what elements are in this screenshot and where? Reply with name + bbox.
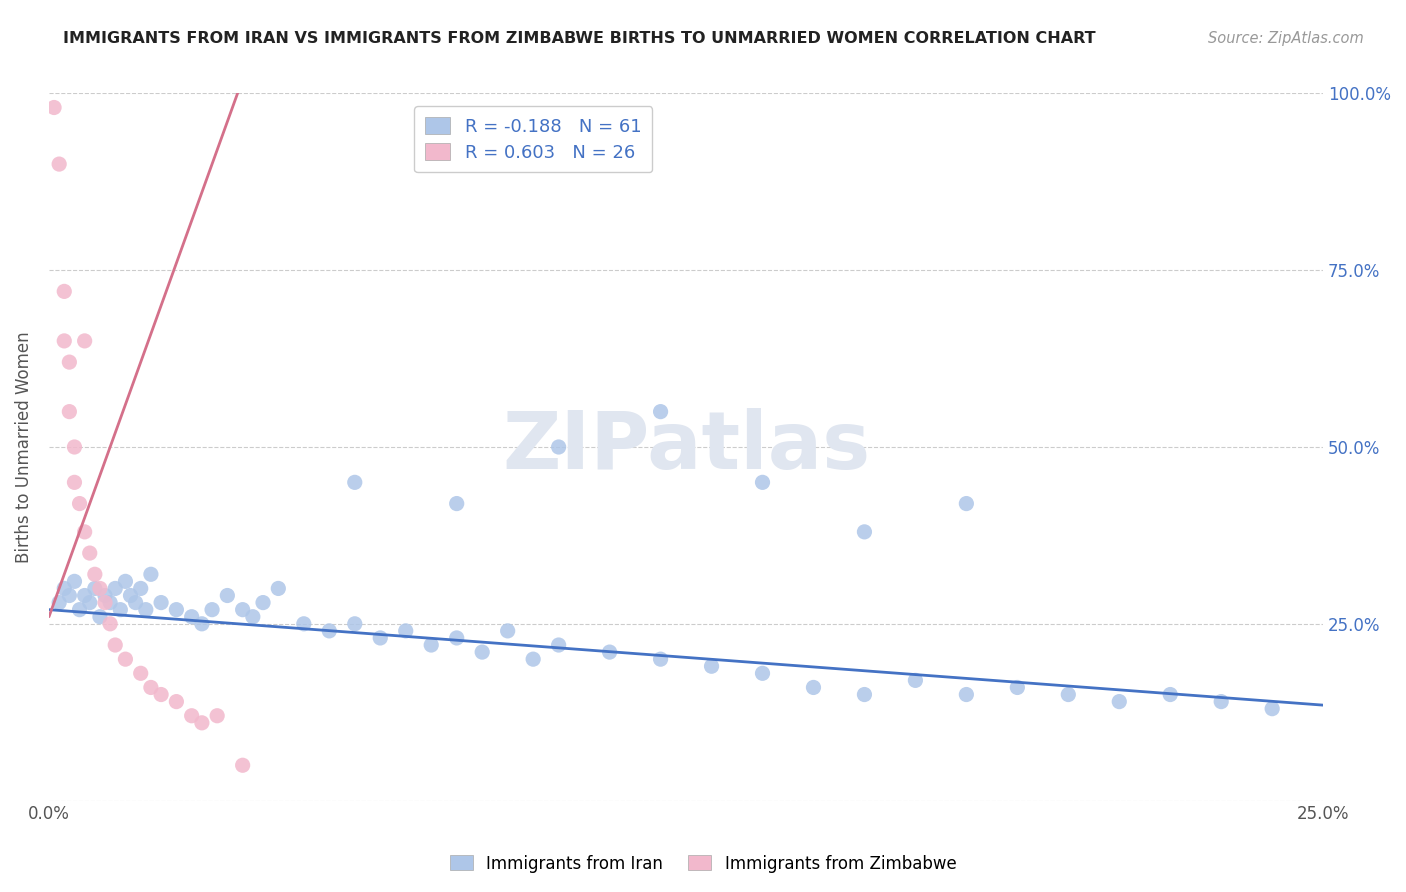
Point <box>547 638 569 652</box>
Point <box>165 695 187 709</box>
Point <box>368 631 391 645</box>
Point <box>1057 688 1080 702</box>
Point <box>165 602 187 616</box>
Point <box>42 101 65 115</box>
Point <box>217 589 239 603</box>
Point <box>139 681 162 695</box>
Point <box>232 602 254 616</box>
Point <box>53 334 76 348</box>
Point <box>955 497 977 511</box>
Text: Source: ZipAtlas.com: Source: ZipAtlas.com <box>1208 31 1364 46</box>
Point <box>242 609 264 624</box>
Point <box>650 404 672 418</box>
Point <box>120 589 142 603</box>
Point <box>83 582 105 596</box>
Point <box>650 652 672 666</box>
Point <box>180 708 202 723</box>
Point <box>803 681 825 695</box>
Point <box>343 616 366 631</box>
Point <box>58 404 80 418</box>
Text: IMMIGRANTS FROM IRAN VS IMMIGRANTS FROM ZIMBABWE BIRTHS TO UNMARRIED WOMEN CORRE: IMMIGRANTS FROM IRAN VS IMMIGRANTS FROM … <box>63 31 1095 46</box>
Point <box>1007 681 1029 695</box>
Point <box>114 652 136 666</box>
Point <box>89 609 111 624</box>
Point <box>48 157 70 171</box>
Point <box>522 652 544 666</box>
Point <box>53 285 76 299</box>
Point <box>63 574 86 589</box>
Point <box>53 582 76 596</box>
Point <box>853 688 876 702</box>
Point <box>904 673 927 688</box>
Point <box>547 440 569 454</box>
Point <box>252 596 274 610</box>
Point <box>318 624 340 638</box>
Point <box>343 475 366 490</box>
Point <box>751 475 773 490</box>
Point <box>114 574 136 589</box>
Point <box>58 589 80 603</box>
Point <box>292 616 315 631</box>
Point <box>599 645 621 659</box>
Point <box>129 582 152 596</box>
Point <box>853 524 876 539</box>
Point <box>94 596 117 610</box>
Text: ZIPatlas: ZIPatlas <box>502 408 870 486</box>
Point <box>191 715 214 730</box>
Point <box>73 334 96 348</box>
Point <box>150 688 173 702</box>
Point <box>135 602 157 616</box>
Y-axis label: Births to Unmarried Women: Births to Unmarried Women <box>15 331 32 563</box>
Point <box>98 596 121 610</box>
Point <box>98 616 121 631</box>
Point <box>446 497 468 511</box>
Point <box>73 589 96 603</box>
Point <box>395 624 418 638</box>
Point <box>73 524 96 539</box>
Point <box>69 602 91 616</box>
Point <box>63 475 86 490</box>
Point <box>48 596 70 610</box>
Point <box>191 616 214 631</box>
Point <box>110 602 132 616</box>
Point <box>232 758 254 772</box>
Point <box>751 666 773 681</box>
Point <box>1159 688 1181 702</box>
Point <box>139 567 162 582</box>
Point <box>69 497 91 511</box>
Point <box>420 638 443 652</box>
Point <box>446 631 468 645</box>
Point <box>150 596 173 610</box>
Point <box>1211 695 1233 709</box>
Point <box>63 440 86 454</box>
Point <box>129 666 152 681</box>
Point <box>496 624 519 638</box>
Point <box>94 589 117 603</box>
Point <box>267 582 290 596</box>
Point <box>1108 695 1130 709</box>
Point <box>955 688 977 702</box>
Point <box>700 659 723 673</box>
Point <box>471 645 494 659</box>
Point <box>104 638 127 652</box>
Point <box>58 355 80 369</box>
Point <box>205 708 228 723</box>
Point <box>124 596 146 610</box>
Point <box>180 609 202 624</box>
Legend: Immigrants from Iran, Immigrants from Zimbabwe: Immigrants from Iran, Immigrants from Zi… <box>443 848 963 880</box>
Legend: R = -0.188   N = 61, R = 0.603   N = 26: R = -0.188 N = 61, R = 0.603 N = 26 <box>415 106 652 172</box>
Point <box>79 546 101 560</box>
Point <box>89 582 111 596</box>
Point <box>83 567 105 582</box>
Point <box>79 596 101 610</box>
Point <box>104 582 127 596</box>
Point <box>201 602 224 616</box>
Point <box>1261 701 1284 715</box>
